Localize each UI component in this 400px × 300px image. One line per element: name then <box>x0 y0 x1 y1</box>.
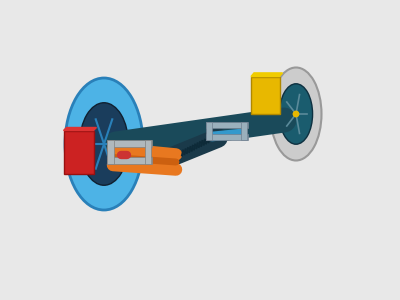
Ellipse shape <box>65 78 143 210</box>
Bar <box>107 140 114 164</box>
Bar <box>206 122 212 140</box>
Bar <box>206 122 248 128</box>
Polygon shape <box>251 73 282 76</box>
Ellipse shape <box>80 103 128 185</box>
Bar <box>107 157 152 164</box>
Ellipse shape <box>293 111 299 117</box>
Ellipse shape <box>270 68 322 160</box>
Bar <box>107 140 152 147</box>
Bar <box>242 122 247 140</box>
Bar <box>206 134 248 140</box>
Bar <box>64 130 94 174</box>
Bar <box>144 140 151 164</box>
Bar <box>251 76 280 114</box>
Ellipse shape <box>280 84 312 144</box>
Polygon shape <box>64 128 96 130</box>
